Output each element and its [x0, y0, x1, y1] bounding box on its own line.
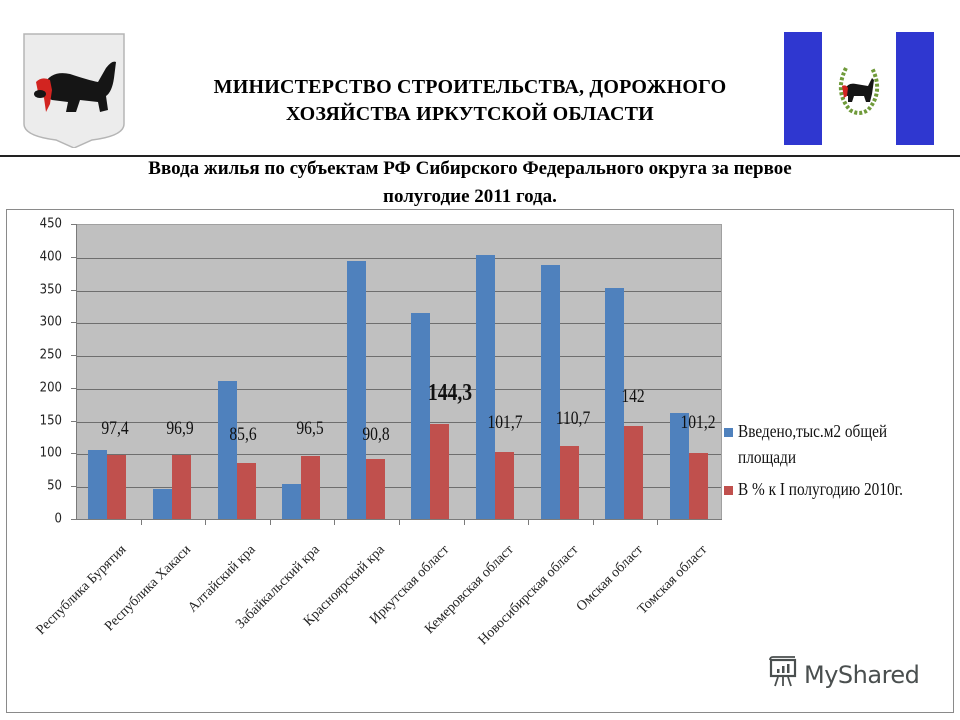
- x-tick: [140, 519, 142, 525]
- watermark-text: MyShared: [804, 660, 920, 689]
- gridline: [76, 323, 721, 325]
- y-tick-label: 400: [39, 249, 62, 265]
- y-tick: [71, 420, 76, 422]
- y-tick: [71, 289, 76, 291]
- bar-introduced: [605, 288, 625, 519]
- y-tick-label: 300: [39, 314, 62, 330]
- legend-item-percent: В % к I полугодию 2010г.: [724, 476, 952, 502]
- x-tick: [592, 519, 594, 525]
- y-tick-label: 450: [39, 216, 62, 232]
- y-axis: [76, 224, 77, 520]
- bar-introduced: [282, 483, 302, 519]
- x-tick: [205, 519, 207, 525]
- bar-percent: [559, 446, 579, 519]
- bar-percent: [624, 425, 644, 519]
- y-tick-label: 50: [47, 478, 62, 494]
- gridline: [76, 388, 721, 390]
- gridline: [76, 290, 721, 292]
- bar-percent: [688, 452, 708, 519]
- y-tick-label: 250: [39, 347, 62, 363]
- gridline: [76, 257, 721, 259]
- y-tick-label: 200: [39, 380, 62, 396]
- chart-legend: Введено,тыс.м2 общей площади В % к I пол…: [724, 418, 952, 502]
- data-label: 96,5: [296, 418, 324, 439]
- y-tick: [71, 519, 76, 520]
- y-tick: [71, 224, 76, 225]
- bar-percent: [365, 459, 385, 519]
- bar-introduced: [475, 255, 495, 519]
- bar-introduced: [346, 261, 366, 519]
- legend-swatch-blue: [724, 428, 733, 437]
- ministry-title-line1: МИНИСТЕРСТВО СТРОИТЕЛЬСТВА, ДОРОЖНОГО: [213, 76, 727, 98]
- bar-introduced: [217, 381, 237, 519]
- presentation-board-icon: [768, 656, 798, 693]
- chart-title-line1: Ввода жилья по субъектам РФ Сибирского Ф…: [148, 158, 792, 179]
- chart-title: Ввода жилья по субъектам РФ Сибирского Ф…: [30, 155, 910, 211]
- bar-introduced: [669, 412, 689, 519]
- legend-label-line2: площади: [738, 447, 797, 467]
- header-divider: [0, 155, 960, 157]
- plot-area: [76, 224, 722, 519]
- ministry-title-line2: ХОЗЯЙСТВА ИРКУТСКОЙ ОБЛАСТИ: [286, 103, 654, 125]
- y-tick-label: 0: [54, 511, 62, 527]
- bar-percent: [494, 452, 514, 519]
- bar-introduced: [540, 264, 560, 519]
- y-tick-label: 100: [39, 445, 62, 461]
- y-tick: [71, 453, 76, 455]
- x-tick: [334, 519, 336, 525]
- bar-percent: [301, 455, 321, 519]
- y-tick-label: 350: [39, 282, 62, 298]
- legend-swatch-red: [724, 486, 733, 495]
- y-tick: [71, 486, 76, 488]
- bar-percent: [107, 455, 127, 519]
- x-tick: [657, 519, 659, 525]
- legend-item-introduced: Введено,тыс.м2 общей площади: [724, 418, 952, 470]
- x-tick: [269, 519, 271, 525]
- legend-label-line1: Введено,тыс.м2 общей: [738, 421, 888, 441]
- bar-percent: [236, 462, 256, 519]
- gridline: [76, 421, 721, 423]
- data-label: 85,6: [229, 424, 257, 445]
- watermark: MyShared: [768, 656, 920, 693]
- y-tick: [71, 387, 76, 389]
- bar-percent: [430, 424, 450, 519]
- data-label: 90,8: [362, 424, 390, 445]
- data-label: 110,7: [555, 408, 591, 429]
- coat-of-arms-icon: [22, 32, 126, 149]
- y-tick: [71, 322, 76, 324]
- gridline: [76, 487, 721, 489]
- data-label: 96,9: [166, 418, 194, 439]
- oblast-flag-icon: [784, 32, 934, 145]
- data-label: 97,4: [101, 418, 129, 439]
- x-tick: [528, 519, 530, 525]
- gridline: [76, 356, 721, 358]
- data-label: 142: [621, 386, 645, 407]
- bar-introduced: [88, 450, 108, 519]
- bar-introduced: [411, 312, 431, 519]
- x-tick: [399, 519, 400, 525]
- bar-introduced: [152, 488, 172, 519]
- data-label: 101,2: [680, 412, 716, 433]
- bar-percent: [171, 455, 191, 519]
- chart-title-line2: полугодие 2011 года.: [383, 186, 557, 207]
- ministry-title: МИНИСТЕРСТВО СТРОИТЕЛЬСТВА, ДОРОЖНОГО ХО…: [150, 74, 790, 128]
- data-label: 144,3: [427, 380, 473, 406]
- y-tick: [71, 256, 76, 258]
- data-label: 101,7: [487, 412, 523, 433]
- legend-label: В % к I полугодию 2010г.: [738, 479, 904, 499]
- y-tick: [71, 355, 76, 357]
- gridline: [76, 454, 721, 456]
- x-tick: [463, 519, 465, 525]
- y-tick-label: 150: [39, 413, 62, 429]
